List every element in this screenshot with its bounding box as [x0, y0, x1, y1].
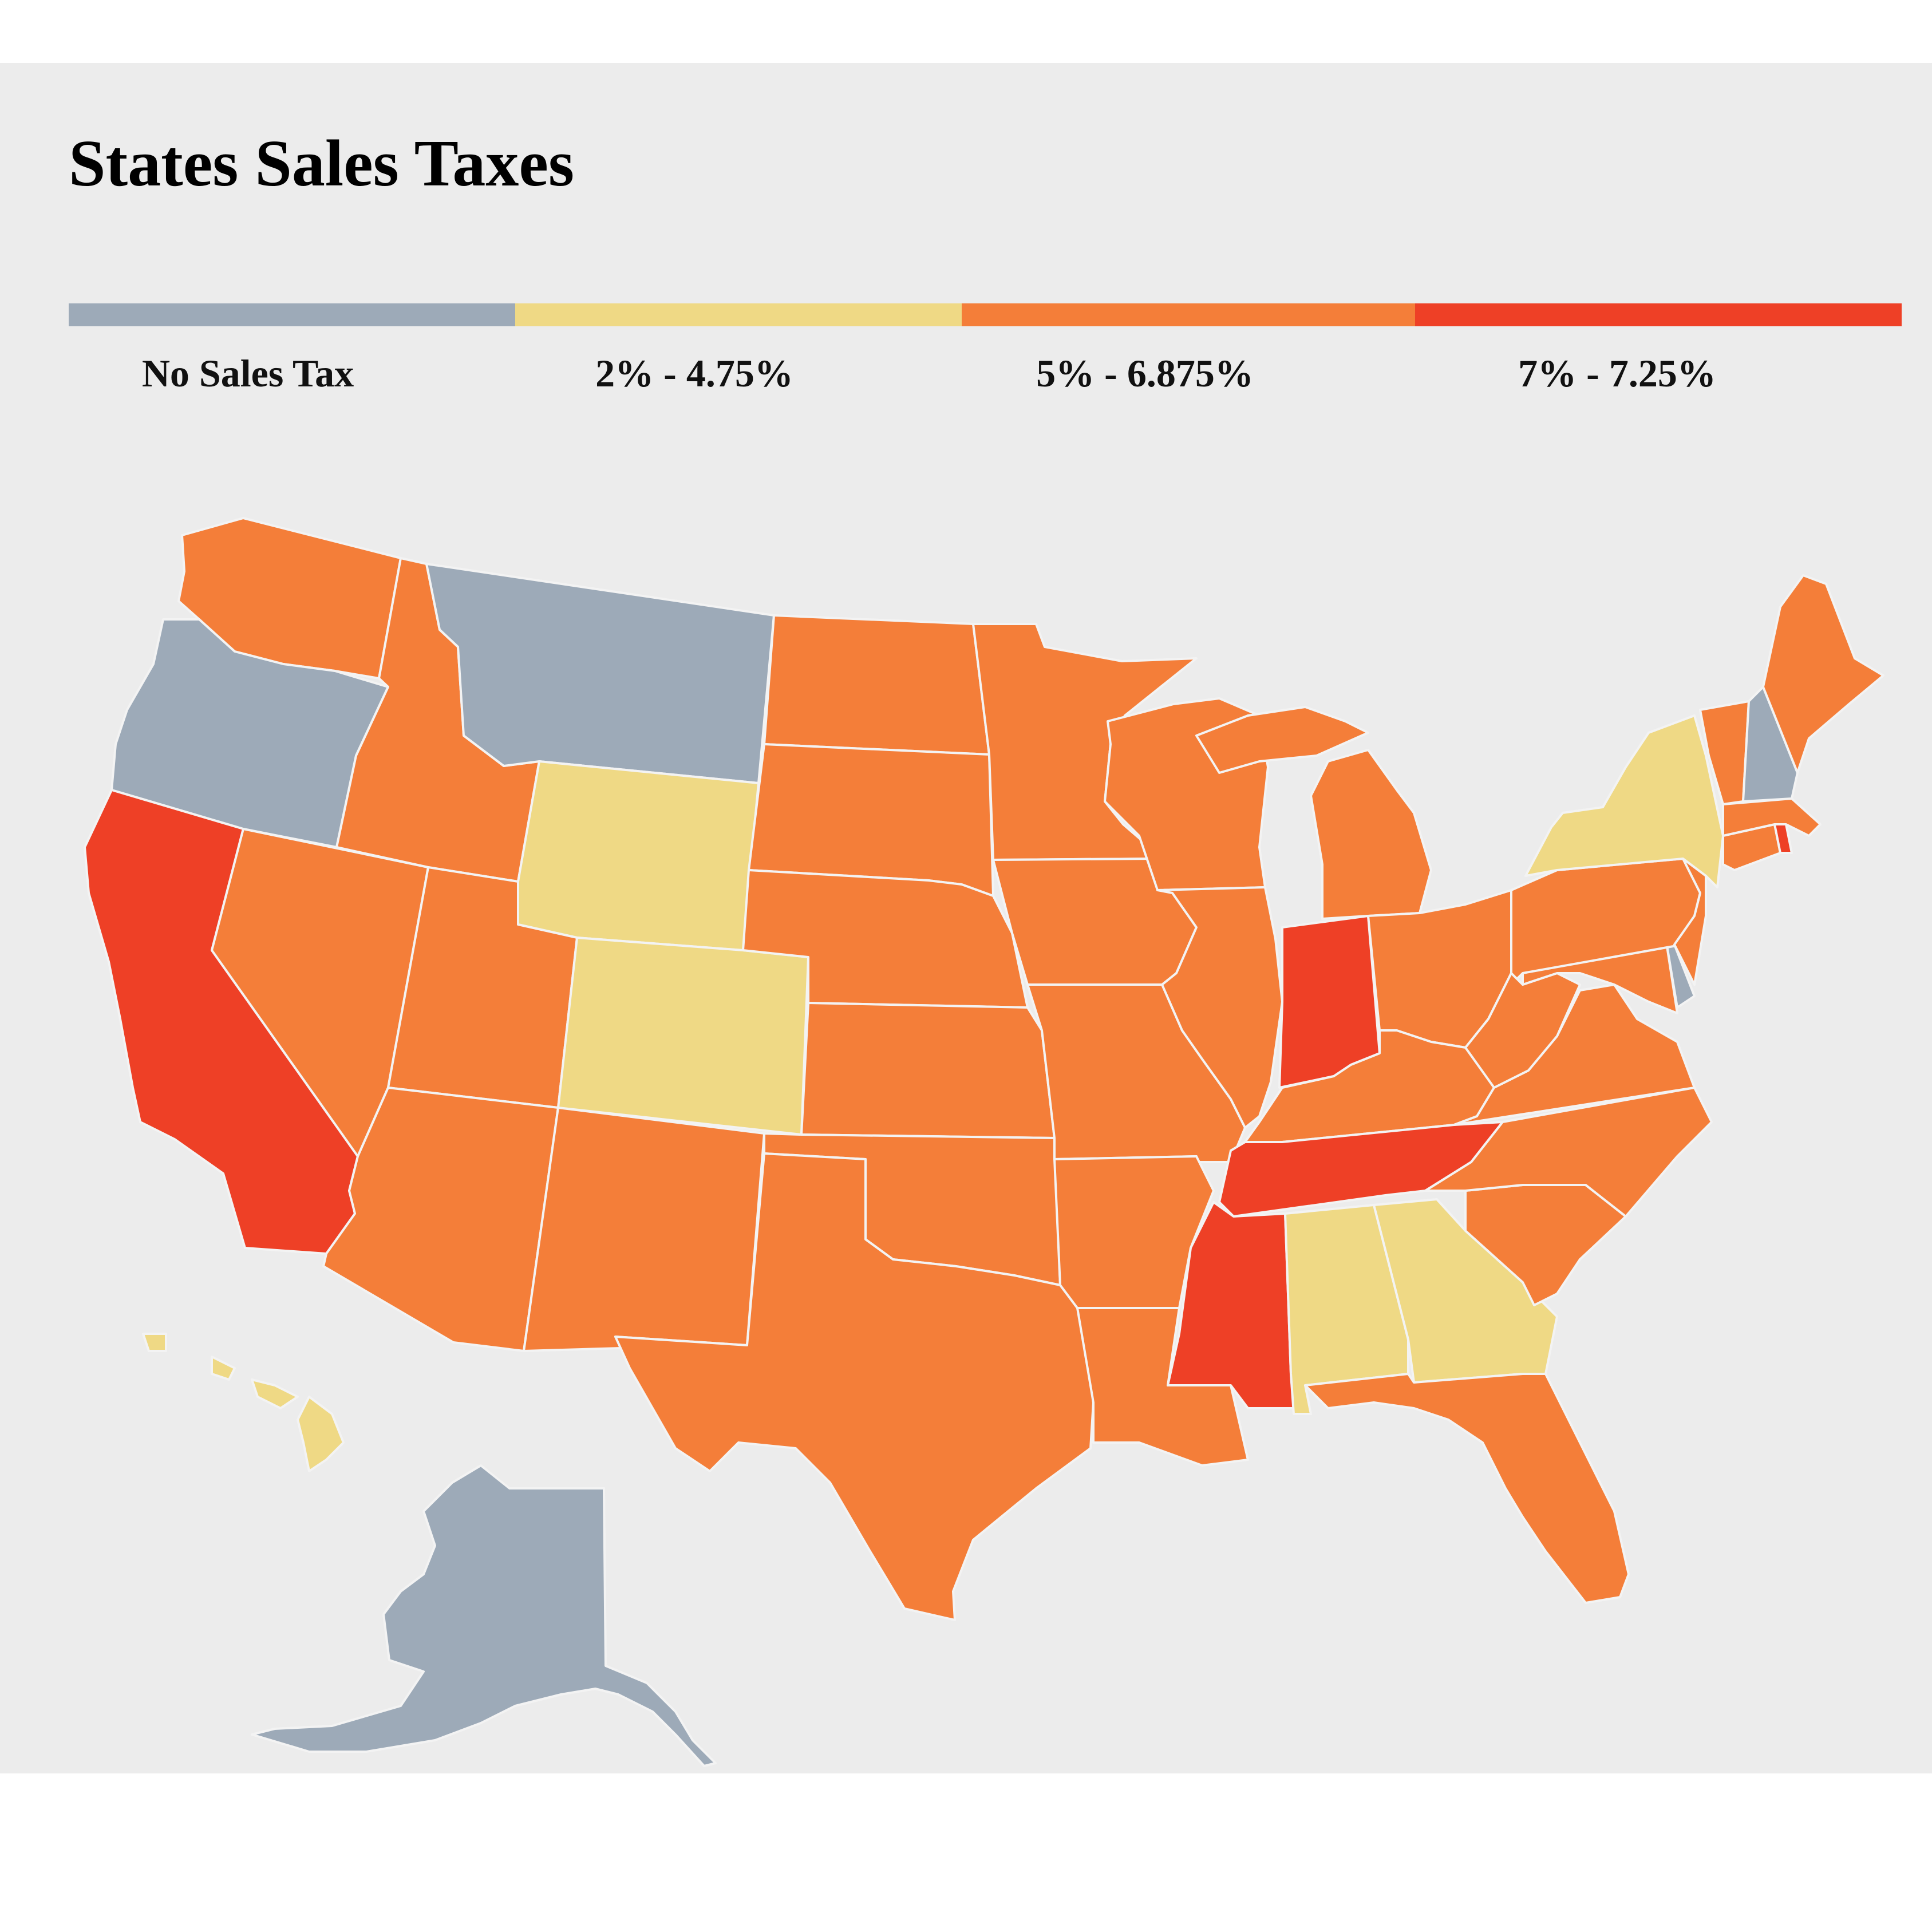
legend-swatch-7-to-7-25 [1415, 303, 1902, 326]
state-hi [142, 1333, 345, 1472]
state-va [1453, 983, 1696, 1126]
state-il [1156, 886, 1283, 1129]
legend-label-2-to-4-75: 2% - 4.75% [595, 351, 793, 395]
state-ne [742, 869, 1029, 1009]
legend-label-no-sales-tax: No Sales Tax [141, 351, 354, 395]
state-tx [614, 1152, 1095, 1621]
legend-swatch-2-to-4-75 [515, 303, 962, 326]
state-nd [763, 614, 990, 756]
legend-label-7-to-7-25: 7% - 7.25% [1518, 351, 1716, 395]
state-ga [1373, 1198, 1558, 1384]
state-mi [1195, 706, 1432, 920]
state-wy [517, 760, 760, 951]
state-ks [800, 1002, 1056, 1139]
legend-label-5-to-6-875: 5% - 6.875% [1036, 351, 1254, 395]
state-nc [1424, 1086, 1713, 1218]
legend-swatch-no-sales-tax [69, 303, 515, 326]
state-nm [523, 1107, 765, 1352]
page-title: States Sales Taxes [69, 127, 575, 200]
state-la [1076, 1307, 1249, 1467]
state-nh [1742, 686, 1799, 803]
state-co [557, 937, 809, 1136]
state-nj [1673, 858, 1707, 986]
state-ak [251, 1464, 717, 1767]
state-ma [1722, 797, 1822, 837]
state-ny [1524, 714, 1724, 888]
state-me [1762, 574, 1884, 774]
legend-swatch-5-to-6-875 [962, 303, 1415, 326]
state-fl [1304, 1373, 1630, 1604]
state-vt [1699, 700, 1750, 805]
state-ar [1053, 1155, 1215, 1309]
